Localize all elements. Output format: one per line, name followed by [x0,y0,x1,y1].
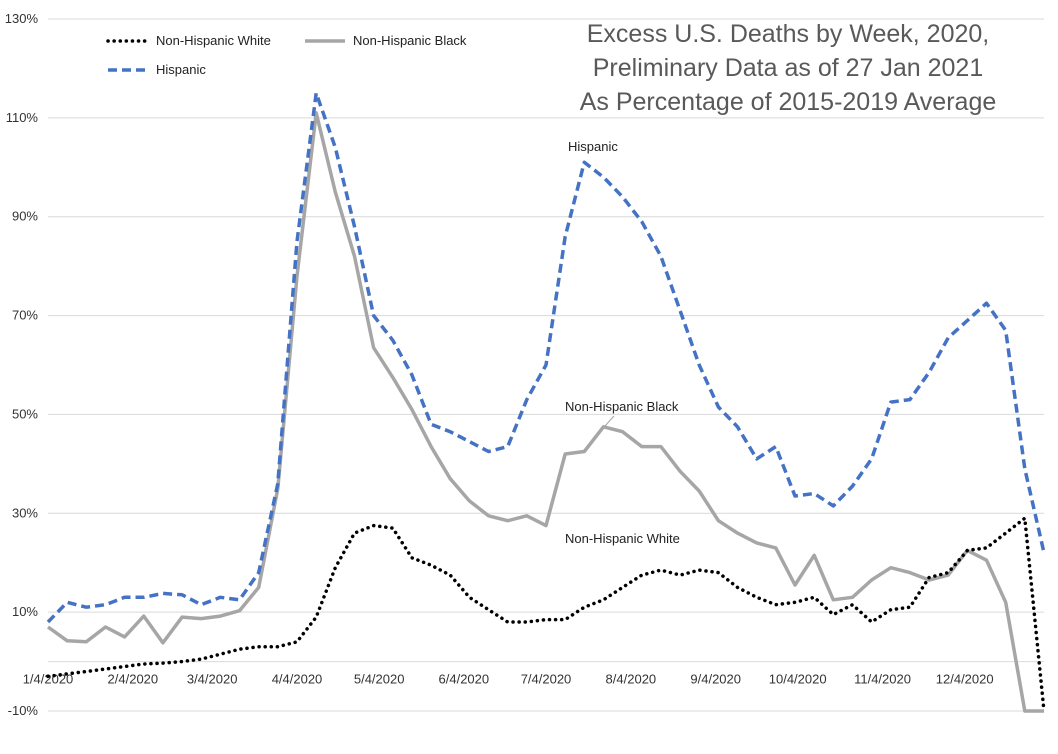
y-tick-label: 130% [5,11,39,26]
series-line-hispanic [46,91,1046,624]
annotations: Hispanic Non-Hispanic Black Non-Hispanic… [565,139,680,546]
x-tick-label: 3/4/2020 [187,672,238,687]
x-tick-label: 9/4/2020 [690,672,741,687]
y-tick-label: 50% [12,406,38,421]
annotation-non-hispanic-black: Non-Hispanic Black [565,399,679,414]
legend-label-hispanic: Hispanic [156,62,206,77]
x-tick-label: 10/4/2020 [769,672,827,687]
series-lines [46,91,1046,713]
annotation-non-hispanic-black-leader [604,415,615,427]
chart-title-line-3: As Percentage of 2015-2019 Average [580,88,997,116]
gridlines [48,18,1044,712]
x-axis-tick-labels: 1/4/2020 2/4/2020 3/4/2020 4/4/2020 5/4/2020… [23,672,994,687]
x-tick-label: 12/4/2020 [936,672,994,687]
y-axis-tick-labels: -10% 10% 30% 50% 70% 90% 110% 130% [5,11,39,718]
annotation-hispanic: Hispanic [568,139,618,154]
chart-title-line-2: Preliminary Data as of 27 Jan 2021 [593,54,984,82]
y-tick-label: 70% [12,308,38,323]
chart-title: Excess U.S. Deaths by Week, 2020, Prelim… [580,20,997,116]
legend-label-non-hispanic-black: Non-Hispanic Black [353,33,467,48]
legend: Non-Hispanic White Non-Hispanic Black Hi… [106,33,467,77]
y-tick-label: 90% [12,209,38,224]
y-tick-label: 30% [12,505,38,520]
chart-title-line-1: Excess U.S. Deaths by Week, 2020, [587,20,990,48]
x-tick-label: 6/4/2020 [439,672,490,687]
series-line-non-hispanic-black [46,111,1044,713]
x-tick-label: 5/4/2020 [354,672,405,687]
y-tick-label: 110% [6,110,39,125]
y-tick-label: -10% [8,703,39,718]
legend-label-non-hispanic-white: Non-Hispanic White [156,33,271,48]
y-tick-label: 10% [12,604,38,619]
x-tick-label: 4/4/2020 [272,672,323,687]
x-tick-label: 2/4/2020 [108,672,159,687]
x-tick-label: 7/4/2020 [521,672,572,687]
x-tick-label: 11/4/2020 [854,672,911,687]
x-tick-label: 8/4/2020 [606,672,657,687]
annotation-non-hispanic-white: Non-Hispanic White [565,531,680,546]
